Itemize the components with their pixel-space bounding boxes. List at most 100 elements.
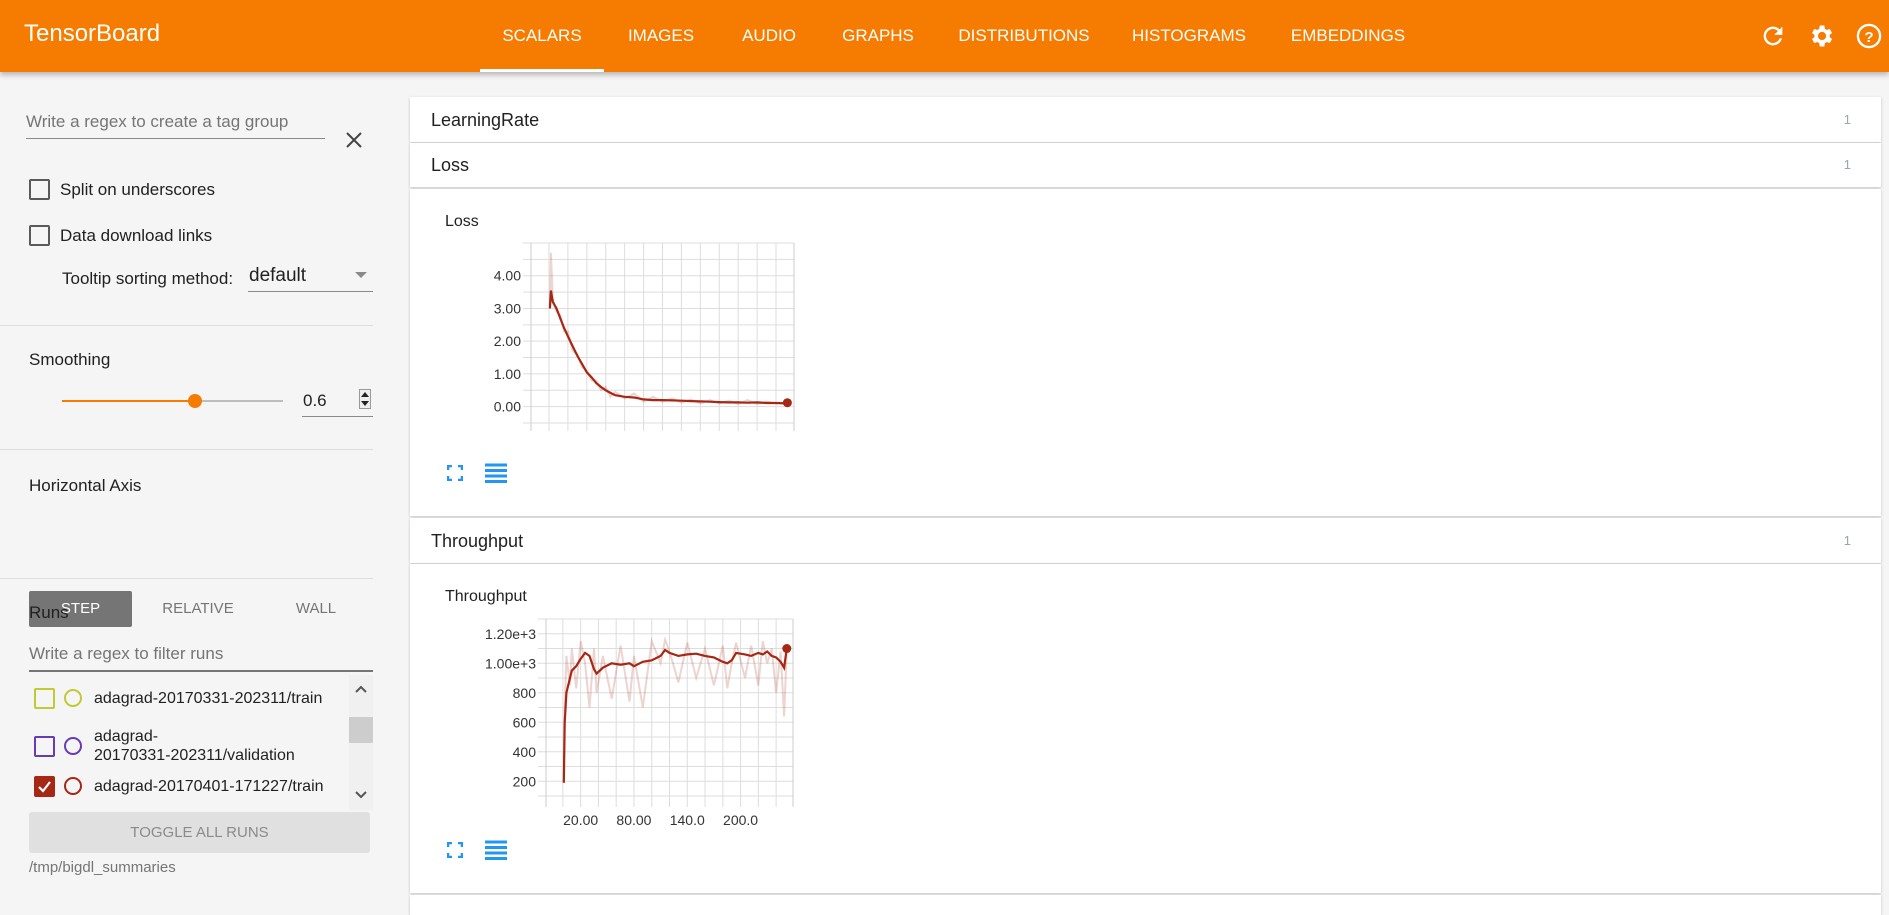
split-underscores-label: Split on underscores [60, 180, 215, 199]
run-checkbox[interactable] [34, 688, 55, 709]
run-label-line: adagrad- [94, 728, 159, 745]
data-table-icon[interactable] [485, 463, 507, 483]
throughput-chart[interactable]: 200 400 600 800 1.00e+3 1.20e+3 20.00 80.00 140.… [410, 564, 830, 834]
run-label-line: adagrad-20170401-171227/train [94, 778, 324, 795]
x-tick-label: 200.0 [723, 812, 758, 828]
tag-group-input[interactable]: Write a regex to create a tag group [26, 112, 325, 139]
runs-label: Runs [29, 603, 69, 622]
tab-images[interactable]: IMAGES [627, 26, 695, 45]
loss-chart-card: Loss 0.00 1.00 2.00 3.00 4.00 [410, 189, 1881, 516]
sidebar: Write a regex to create a tag group Spli… [0, 72, 385, 907]
fullscreen-icon[interactable] [447, 842, 463, 858]
category-count: 1 [1843, 157, 1851, 172]
category-learningrate[interactable]: LearningRate 1 [410, 97, 1881, 142]
scroll-up-icon[interactable] [355, 685, 367, 693]
y-tick-label: 800 [513, 685, 537, 701]
smoothed-series-line [562, 648, 788, 783]
y-tick-label: 2.00 [494, 333, 521, 349]
slider-fill [62, 400, 195, 402]
tab-graphs[interactable]: GRAPHS [842, 26, 914, 45]
run-label: adagrad-20170331-202311/train [94, 689, 322, 708]
run-label: adagrad- 20170331-202311/validation [94, 727, 295, 765]
tab-distributions[interactable]: DISTRIBUTIONS [958, 26, 1090, 45]
axis-step-button[interactable]: STEP [29, 591, 132, 627]
chart-title: Loss [445, 213, 479, 230]
runs-list: adagrad-20170331-202311/train adagrad- 201… [29, 675, 349, 810]
x-tick-label: 140.0 [670, 812, 705, 828]
slider-thumb[interactable] [187, 394, 202, 408]
y-tick-label: 600 [513, 714, 537, 730]
download-links-checkbox[interactable] [29, 225, 50, 246]
last-point-marker [782, 398, 792, 408]
run-label-line: 20170331-202311/validation [94, 747, 295, 764]
scroll-down-icon[interactable] [355, 791, 367, 799]
y-tick-label: 400 [513, 744, 537, 760]
run-checkbox[interactable] [34, 736, 55, 757]
svg-text:?: ? [1864, 29, 1873, 46]
runs-scrollbar[interactable] [349, 675, 373, 810]
y-tick-label: 3.00 [494, 300, 521, 316]
smoothing-value: 0.6 [303, 391, 327, 410]
tab-histograms[interactable]: HISTOGRAMS [1132, 26, 1246, 45]
axis-relative-button[interactable]: RELATIVE [162, 600, 234, 617]
run-item[interactable]: adagrad-20170401-171227/train [29, 775, 349, 810]
run-label: adagrad-20170401-171227/train [94, 777, 324, 796]
tab-scalars[interactable]: SCALARS [502, 26, 582, 45]
close-icon[interactable] [344, 130, 364, 150]
active-tab-indicator [480, 69, 604, 72]
category-count: 1 [1843, 112, 1851, 127]
category-count: 1 [1843, 533, 1851, 548]
run-color-circle [64, 737, 82, 755]
fullscreen-icon[interactable] [447, 465, 463, 481]
tab-embeddings[interactable]: EMBEDDINGS [1290, 26, 1406, 45]
tooltip-sort-value: default [249, 265, 307, 286]
x-tick-label: 20.00 [563, 812, 598, 828]
category-throughput[interactable]: Throughput 1 [410, 518, 1881, 563]
tab-audio[interactable]: AUDIO [742, 26, 796, 45]
tooltip-sort-label: Tooltip sorting method: [62, 269, 234, 288]
y-tick-label: 4.00 [494, 268, 521, 284]
x-tick-label: 80.00 [616, 812, 651, 828]
refresh-icon[interactable] [1759, 22, 1787, 50]
data-table-icon[interactable] [485, 840, 507, 860]
horizontal-axis-label: Horizontal Axis [29, 476, 142, 495]
settings-icon[interactable] [1807, 22, 1835, 50]
axis-wall-button[interactable]: WALL [295, 600, 337, 617]
scrollbar-thumb[interactable] [349, 717, 373, 743]
checkmark-icon [38, 781, 51, 793]
raw-series-line [562, 635, 788, 783]
run-color-circle [64, 777, 82, 795]
y-tick-label: 200 [513, 773, 537, 789]
run-item[interactable]: adagrad- 20170331-202311/validation [29, 725, 349, 765]
tooltip-sort-select[interactable]: default [248, 262, 373, 292]
y-tick-label: 0.00 [494, 399, 521, 415]
app-title: TensorBoard [24, 20, 161, 47]
y-tick-label: 1.00e+3 [485, 655, 536, 671]
throughput-chart-card: Throughput 200 400 600 800 1.00e+3 1.20e+3 20.… [410, 564, 1881, 893]
help-icon[interactable]: ? [1855, 22, 1883, 50]
run-item[interactable]: adagrad-20170331-202311/train [29, 687, 349, 727]
split-underscores-checkbox[interactable] [29, 179, 50, 200]
smoothing-slider[interactable] [62, 394, 283, 408]
runs-filter-input[interactable]: Write a regex to filter runs [29, 644, 373, 672]
last-point-marker [782, 644, 792, 654]
divider [0, 578, 373, 579]
loss-chart[interactable]: 0.00 1.00 2.00 3.00 4.00 [410, 189, 830, 459]
run-label-line: adagrad-20170331-202311/train [94, 690, 323, 707]
spinner-icon[interactable] [359, 389, 371, 409]
run-checkbox[interactable] [34, 776, 55, 797]
category-title: Throughput [431, 531, 524, 551]
category-loss[interactable]: Loss 1 [410, 143, 1881, 187]
y-tick-label: 1.20e+3 [485, 626, 536, 642]
run-color-circle [64, 689, 82, 707]
dropdown-arrow-icon [355, 272, 367, 278]
toggle-all-runs-button[interactable]: TOGGLE ALL RUNS [29, 812, 370, 853]
divider [0, 325, 373, 326]
smoothed-series-line [548, 290, 788, 405]
smoothing-input[interactable]: 0.6 [302, 385, 373, 417]
logdir-path: /tmp/bigdl_summaries [29, 859, 176, 876]
next-category [410, 895, 1881, 915]
y-tick-label: 1.00 [494, 366, 521, 382]
chart-title: Throughput [445, 588, 527, 605]
smoothing-label: Smoothing [29, 350, 111, 369]
